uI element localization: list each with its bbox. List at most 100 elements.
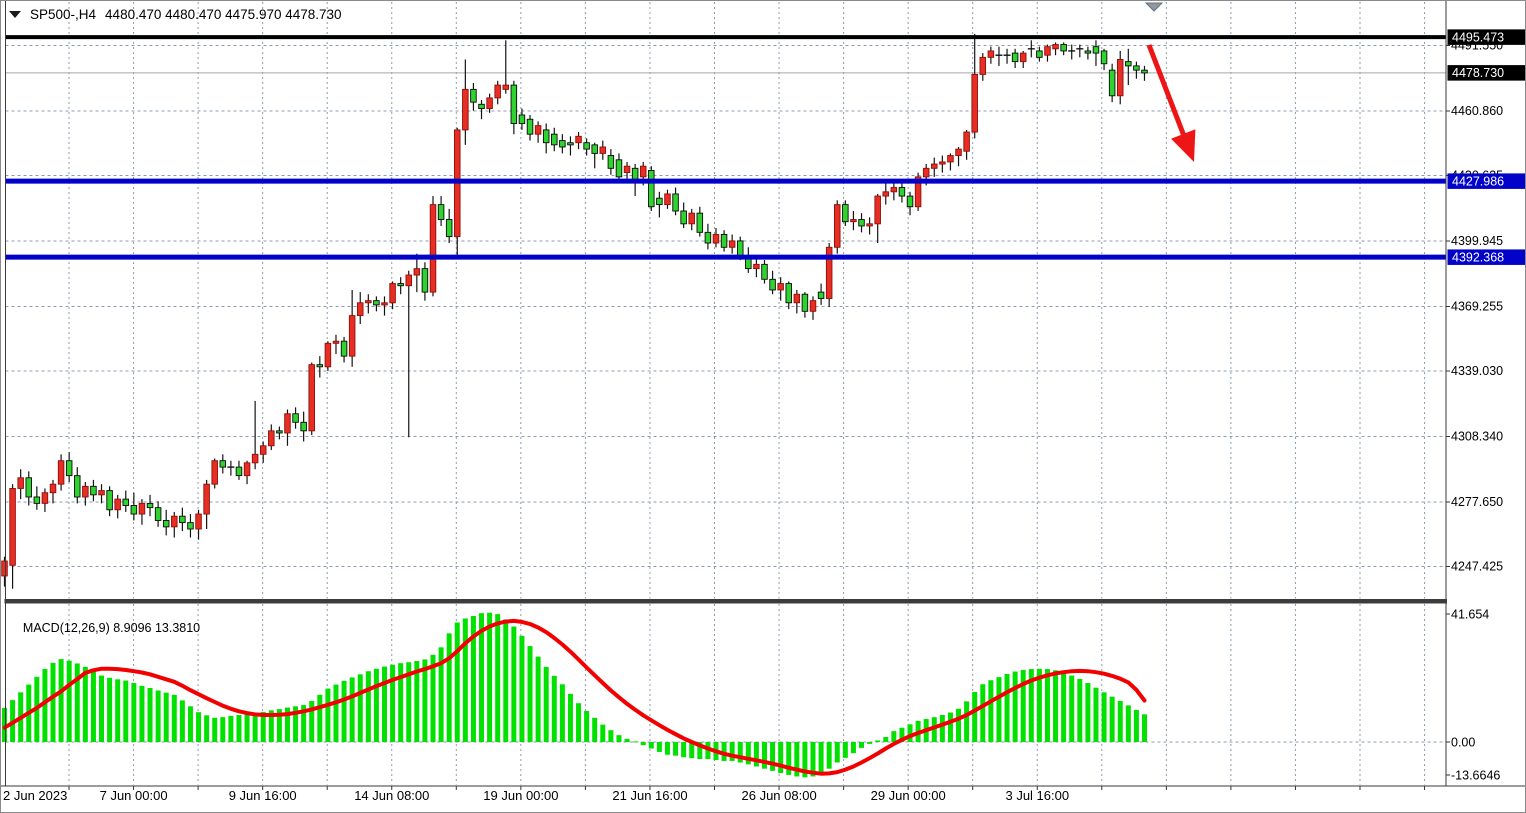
candle-bullish [98, 490, 105, 496]
candle-bullish [332, 340, 340, 344]
macd-histogram-bar [50, 662, 56, 742]
macd-histogram-bar [90, 671, 96, 742]
candle-bearish [1084, 50, 1092, 54]
macd-histogram-bar [454, 622, 460, 742]
price-tick-label: 4247.425 [1451, 559, 1503, 573]
candle-bullish [728, 240, 736, 248]
macd-histogram-bar [462, 618, 468, 742]
candle-bearish [761, 263, 768, 280]
pane-separator[interactable] [4, 599, 1448, 604]
macd-histogram-bar [600, 724, 606, 742]
candle-bullish [82, 485, 89, 498]
time-tick-label: 9 Jun 16:00 [229, 788, 297, 803]
macd-histogram-bar [543, 666, 549, 742]
macd-histogram-bar [519, 635, 525, 742]
candle-bullish [49, 483, 57, 494]
candle-bullish [195, 513, 202, 530]
macd-histogram-bar [826, 742, 832, 769]
price-badge [1447, 29, 1525, 45]
candle-bearish [583, 142, 590, 150]
macd-histogram-bar [1044, 669, 1050, 742]
candle-bullish [825, 246, 833, 299]
macd-histogram-bar [850, 742, 856, 754]
macd-histogram-bar [438, 647, 444, 742]
macd-histogram-bar [58, 659, 64, 742]
macd-histogram-bar [373, 668, 379, 742]
time-tick-label: 14 Jun 08:00 [354, 788, 429, 803]
macd-histogram-bar [74, 663, 80, 742]
macd-tick-label: 41.654 [1451, 607, 1489, 621]
candle-bearish [154, 507, 162, 521]
macd-histogram-bar [551, 675, 557, 742]
candle-bullish [688, 212, 695, 225]
candle-bullish [987, 50, 995, 58]
candle-bullish [284, 413, 291, 434]
candle-bearish [736, 240, 744, 257]
candle-bullish [777, 283, 784, 291]
macd-histogram-bar [381, 666, 387, 742]
candle-bearish [74, 475, 81, 498]
candle-bearish [696, 212, 704, 233]
price-tick-label: 4339.030 [1451, 364, 1503, 378]
macd-histogram-bar [1093, 687, 1099, 742]
macd-histogram-bar [834, 742, 840, 763]
macd-histogram-bar [42, 669, 48, 742]
price-badge [1447, 173, 1525, 189]
candle-bearish [316, 364, 324, 368]
time-tick-label: 26 Jun 08:00 [742, 788, 817, 803]
candle-bullish [599, 146, 607, 154]
candle-bullish [712, 234, 720, 244]
macd-histogram-bar [2, 707, 7, 742]
candle-bullish [534, 125, 542, 135]
macd-histogram-bar [689, 742, 695, 759]
macd-histogram-bar [576, 703, 582, 742]
macd-histogram-bar [1012, 671, 1018, 742]
macd-histogram-bar [527, 646, 533, 742]
candle-bearish [421, 268, 429, 293]
macd-name: MACD(12,26,9) [22, 621, 110, 635]
macd-histogram-bar [616, 735, 622, 742]
macd-histogram-bar [220, 717, 226, 742]
trend-arrow-shaft[interactable] [1146, 44, 1188, 141]
macd-histogram-bar [365, 671, 371, 742]
candle-bearish [25, 477, 33, 498]
macd-histogram-bar [131, 683, 137, 742]
macd-histogram-bar [794, 742, 800, 777]
candle-bearish [397, 283, 404, 287]
macd-histogram-bar [252, 712, 258, 742]
macd-histogram-bar [317, 694, 323, 742]
candle-bullish [494, 84, 501, 99]
candle-bearish [656, 197, 663, 206]
candle-bullish [809, 300, 817, 312]
macd-histogram-bar [673, 742, 679, 756]
macd-histogram-bar [907, 724, 913, 742]
macd-histogram-bar [875, 740, 881, 742]
candle-bullish [1019, 52, 1027, 63]
candle-bearish [33, 496, 41, 504]
macd-histogram-bar [737, 742, 743, 763]
candle-bullish [356, 302, 364, 317]
candle-bullish [462, 88, 469, 131]
candle-bearish [478, 103, 485, 110]
candle-bearish [526, 118, 534, 135]
trend-arrow-head[interactable] [1171, 129, 1196, 162]
candle-bearish [801, 293, 809, 312]
macd-histogram-bar [155, 690, 161, 742]
object-anchor-triangle-icon[interactable] [1144, 2, 1164, 12]
candle-bullish [211, 460, 218, 485]
candle-bearish [704, 231, 712, 244]
candle-bearish [187, 522, 194, 530]
macd-histogram-bar [139, 685, 145, 742]
time-tick-label: 21 Jun 16:00 [612, 788, 687, 803]
macd-histogram-bar [697, 742, 703, 760]
macd-histogram-bar [123, 680, 129, 742]
symbol-dropdown-icon[interactable] [9, 11, 21, 18]
macd-histogram-bar [761, 742, 767, 769]
macd-histogram-bar [1085, 683, 1091, 742]
macd-histogram-bar [632, 741, 638, 743]
time-tick-label: 3 Jul 16:00 [1005, 788, 1069, 803]
candle-bearish [648, 170, 655, 208]
macd-histogram-bar [163, 692, 169, 742]
macd-histogram-bar [1101, 692, 1107, 742]
